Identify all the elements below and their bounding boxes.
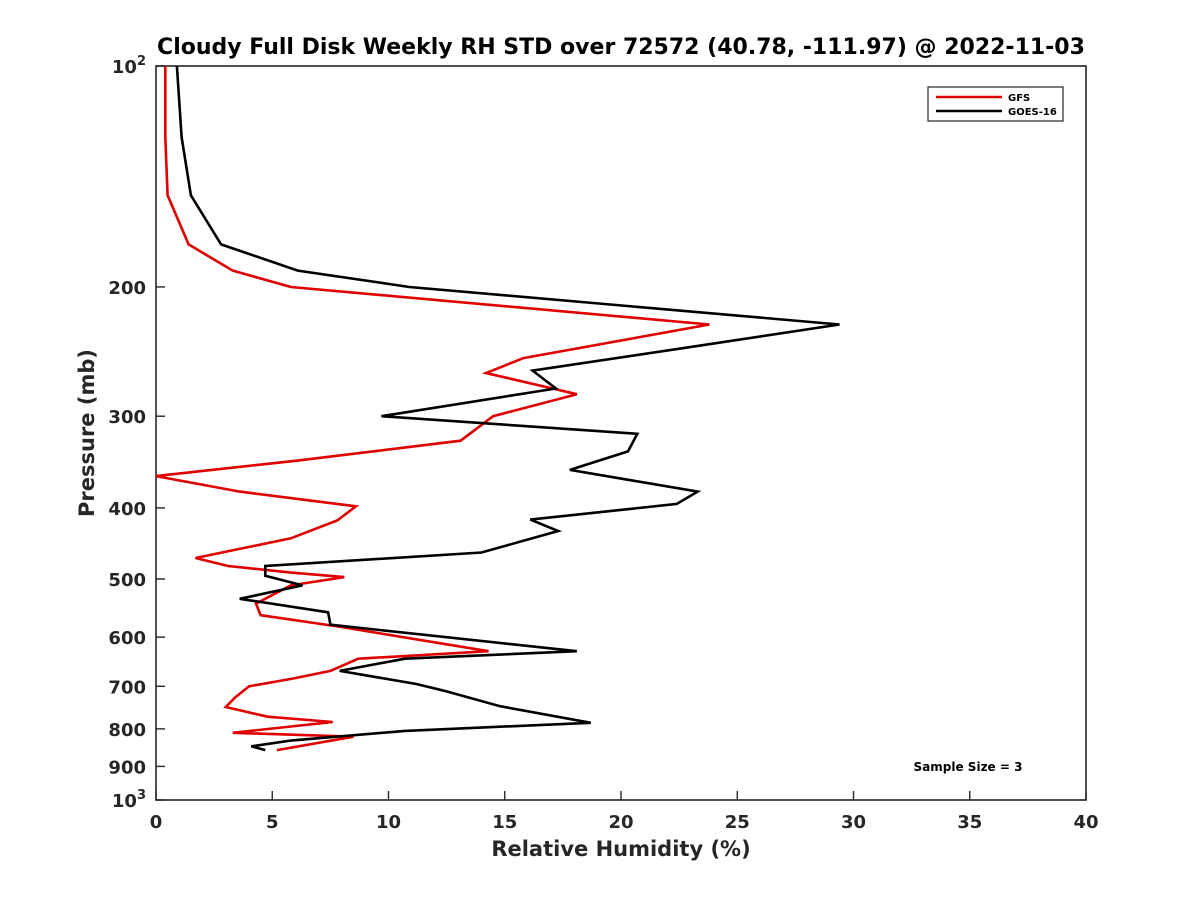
y-axis-label: Pressure (mb)	[75, 349, 99, 517]
chart-title: Cloudy Full Disk Weekly RH STD over 7257…	[157, 35, 1085, 60]
y-tick-label: 300	[108, 407, 146, 428]
y-tick-label: 800	[108, 720, 146, 741]
sample-size-annotation: Sample Size = 3	[914, 760, 1023, 774]
series-line-goes16	[175, 65, 840, 752]
x-tick-label: 10	[376, 812, 401, 833]
y-tick-label: 600	[108, 628, 146, 649]
y-tick-label: 103	[112, 788, 146, 812]
x-tick-label: 40	[1073, 812, 1098, 833]
y-tick-label: 700	[108, 677, 146, 698]
plot-area: 0 5 10 15 20 25 30 35 40 102 200 300 400 500 600 700 80…	[108, 54, 1098, 833]
x-axis-label: Relative Humidity (%)	[491, 837, 750, 861]
legend-label-gfs: GFS	[1008, 93, 1030, 104]
x-axis-ticks: 0 5 10 15 20 25 30 35 40	[150, 791, 1099, 833]
legend-box	[927, 86, 1064, 122]
y-tick-label: 900	[108, 757, 146, 778]
series-line-gfs	[155, 66, 710, 752]
y-tick-label: 400	[108, 499, 146, 520]
x-tick-label: 35	[957, 812, 982, 833]
legend-label-goes16: GOES-16	[1008, 107, 1057, 118]
x-tick-label: 25	[725, 812, 750, 833]
y-tick-label: 102	[112, 54, 146, 78]
y-tick-label: 200	[108, 278, 146, 299]
series-layer	[155, 65, 840, 752]
x-tick-label: 5	[266, 812, 279, 833]
x-tick-label: 15	[492, 812, 517, 833]
legend: GFS GOES-16	[927, 86, 1064, 122]
x-tick-label: 30	[841, 812, 866, 833]
x-tick-label: 0	[150, 812, 163, 833]
y-axis-ticks: 102 200 300 400 500 600 700 800 900 103	[108, 54, 165, 812]
y-tick-label: 500	[108, 570, 146, 591]
x-tick-label: 20	[608, 812, 633, 833]
